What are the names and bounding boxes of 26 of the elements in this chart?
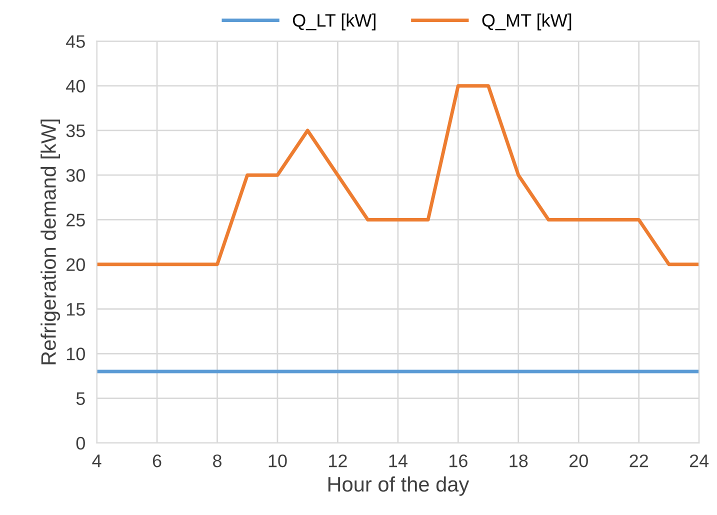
y-tick-label: 45 — [66, 35, 85, 48]
y-tick-label: 5 — [76, 392, 85, 405]
x-tick-label: 10 — [268, 454, 287, 468]
x-tick-label: 14 — [389, 454, 408, 468]
x-tick-label: 8 — [213, 454, 222, 468]
x-tick-label: 18 — [510, 454, 528, 468]
x-tick-label: 4 — [92, 454, 102, 468]
x-tick-label: 24 — [690, 454, 709, 468]
legend-label: Q_MT [kW] — [482, 14, 572, 30]
x-tick-label: 22 — [630, 454, 648, 468]
y-tick-label: 30 — [66, 169, 85, 182]
y-tick-label: 15 — [66, 303, 85, 316]
legend-label: Q_LT [kW] — [292, 14, 376, 30]
x-tick-label: 20 — [569, 454, 588, 468]
y-tick-label: 0 — [76, 436, 85, 450]
x-axis-title: Hour of the day — [328, 476, 470, 496]
x-tick-label: 12 — [329, 454, 347, 468]
y-tick-label: 35 — [66, 124, 85, 138]
y-tick-label: 20 — [66, 258, 85, 272]
x-tick-label: 6 — [152, 454, 162, 468]
y-tick-label: 10 — [66, 348, 85, 360]
line-series — [96, 84, 700, 266]
x-tick-label: 16 — [450, 454, 468, 468]
y-tick-label: 25 — [66, 214, 85, 226]
y-axis-title: Refrigeration demand [kW] — [40, 120, 60, 364]
y-tick-label: 40 — [66, 80, 85, 93]
